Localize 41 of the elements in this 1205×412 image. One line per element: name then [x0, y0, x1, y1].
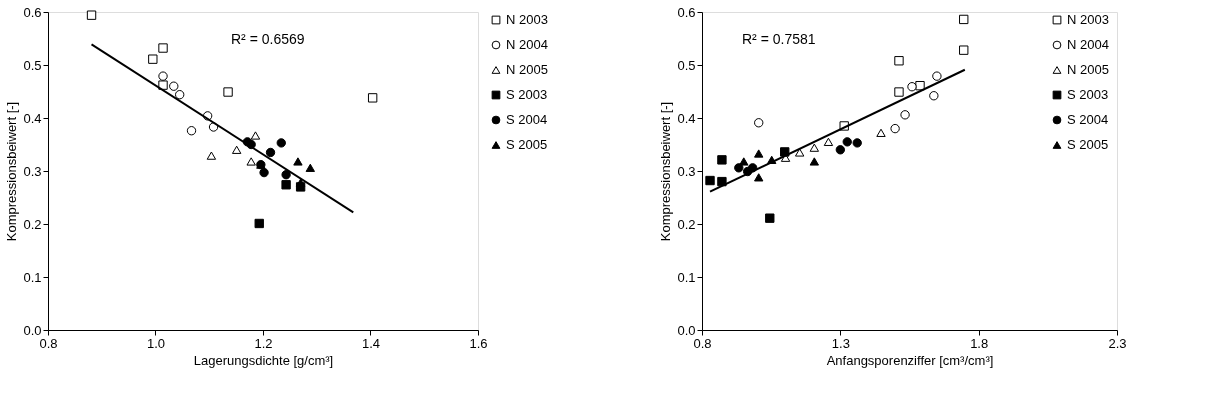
annotation: R² = 0.7581 — [742, 31, 816, 47]
legend-label: S 2005 — [1067, 137, 1109, 152]
x-tick-label: 0.8 — [693, 335, 712, 351]
legend-label: N 2004 — [1067, 37, 1109, 52]
y-tick-label: 0.0 — [23, 322, 42, 338]
legend-label: S 2003 — [1067, 87, 1109, 102]
x-axis-title: Anfangsporenziffer [cm³/cm³] — [826, 352, 994, 368]
legend-label: N 2004 — [506, 37, 548, 52]
legend-label: N 2003 — [1067, 12, 1109, 27]
y-tick-label: 0.2 — [23, 216, 42, 232]
legend-label: S 2004 — [1067, 112, 1109, 127]
y-tick-label: 0.4 — [23, 110, 42, 126]
y-tick-label: 0.5 — [677, 57, 696, 73]
y-tick-label: 0.6 — [677, 4, 696, 20]
legend-label: N 2005 — [1067, 62, 1109, 77]
y-tick-label: 0.0 — [677, 322, 696, 338]
x-tick-label: 1.4 — [361, 335, 381, 351]
x-tick-label: 1.8 — [970, 335, 989, 351]
y-tick-label: 0.5 — [23, 57, 42, 73]
legend-label: S 2003 — [506, 87, 548, 102]
y-axis-title: Kompressionsbeiwert [-] — [658, 101, 674, 242]
x-tick-label: 1.2 — [254, 335, 273, 351]
legend-label: S 2004 — [506, 112, 548, 127]
x-axis-title: Lagerungsdichte [g/cm³] — [193, 352, 334, 368]
y-tick-label: 0.1 — [23, 269, 42, 285]
y-tick-label: 0.6 — [23, 4, 42, 20]
x-tick-label: 1.6 — [469, 335, 488, 351]
y-tick-label: 0.3 — [23, 163, 42, 179]
x-tick-label: 0.8 — [39, 335, 58, 351]
legend-label: N 2003 — [506, 12, 548, 27]
x-tick-label: 1.3 — [831, 335, 850, 351]
x-tick-label: 2.3 — [1108, 335, 1127, 351]
x-tick-label: 1.0 — [146, 335, 166, 351]
annotation: R² = 0.6569 — [231, 31, 305, 47]
legend-label: N 2005 — [506, 62, 548, 77]
legend-label: S 2005 — [506, 137, 548, 152]
y-axis-title: Kompressionsbeiwert [-] — [4, 101, 20, 242]
y-tick-label: 0.4 — [677, 110, 696, 126]
y-tick-label: 0.1 — [677, 269, 696, 285]
y-tick-label: 0.2 — [677, 216, 696, 232]
y-tick-label: 0.3 — [677, 163, 696, 179]
